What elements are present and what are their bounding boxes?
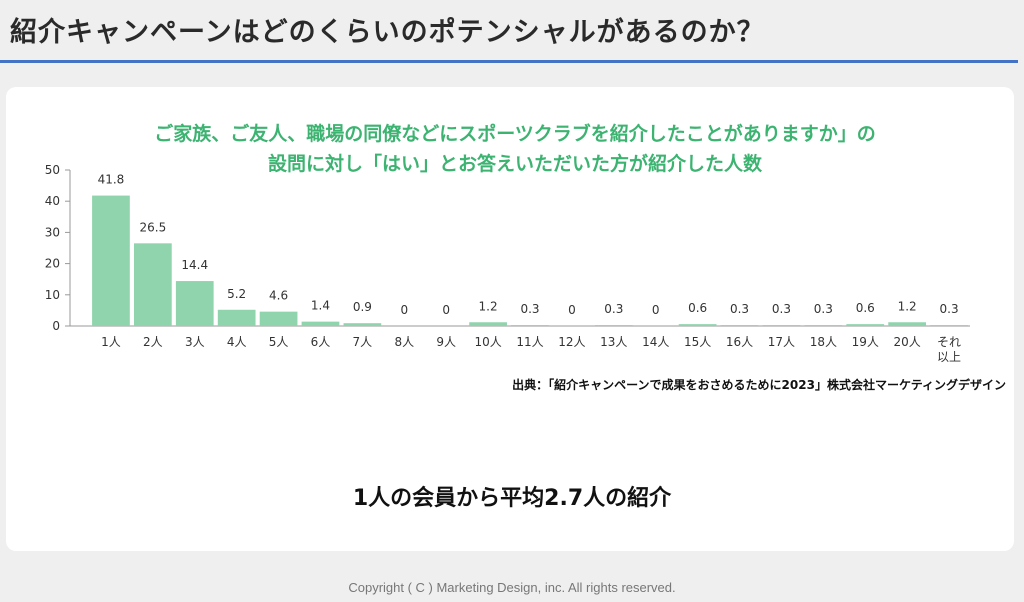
data-label: 0.6	[688, 301, 707, 315]
data-label: 0.3	[604, 302, 623, 316]
x-tick-label: 11人	[516, 335, 543, 349]
bar	[343, 323, 382, 326]
bar	[469, 322, 507, 326]
data-label: 0	[652, 303, 660, 317]
bar	[804, 325, 843, 326]
bar	[92, 195, 130, 326]
x-tick-label: 1人	[101, 335, 121, 349]
x-tick-label: 15人	[684, 335, 711, 349]
y-tick-label: 50	[45, 163, 60, 177]
y-tick-label: 0	[52, 319, 60, 333]
x-tick-label: 10人	[474, 335, 501, 349]
bar	[720, 325, 759, 326]
content-card	[6, 87, 1014, 551]
data-label: 0.3	[730, 302, 749, 316]
y-tick-label: 10	[45, 288, 60, 302]
data-label: 0.3	[814, 302, 833, 316]
x-tick-label: 5人	[269, 335, 289, 349]
x-tick-label: 12人	[558, 335, 585, 349]
bar	[217, 309, 256, 326]
chart-title-line-1: ご家族、ご友人、職場の同僚などにスポーツクラブを紹介したことがありますか」の	[154, 123, 876, 145]
x-tick-label: 17人	[768, 335, 795, 349]
data-label: 14.4	[181, 258, 208, 272]
data-label: 1.4	[311, 299, 330, 313]
data-label: 0	[400, 303, 408, 317]
y-tick-label: 40	[45, 194, 60, 208]
bar	[888, 322, 926, 326]
bar	[511, 325, 549, 326]
x-tick-label: 2人	[143, 335, 163, 349]
data-label: 1.2	[479, 299, 498, 313]
bar	[301, 321, 340, 326]
data-label: 0.3	[772, 302, 791, 316]
x-tick-label: 7人	[353, 335, 373, 349]
bar	[930, 325, 968, 326]
slide-title: 紹介キャンペーンはどのくらいのポテンシャルがあるのか？	[10, 17, 765, 48]
x-tick-label: 20人	[894, 335, 921, 349]
x-tick-label: 3人	[185, 335, 205, 349]
data-label: 0	[442, 303, 450, 317]
copyright-footer: Copyright ( C ) Marketing Design, inc. A…	[348, 580, 676, 595]
data-label: 1.2	[898, 299, 917, 313]
title-underline	[0, 60, 1018, 63]
y-tick-label: 20	[45, 257, 60, 271]
bar	[846, 324, 885, 326]
conclusion-text: 1人の会員から平均2.7人の紹介	[352, 486, 672, 511]
x-tick-label: 13人	[600, 335, 627, 349]
x-tick-label: 18人	[810, 335, 837, 349]
x-tick-label: 16人	[726, 335, 753, 349]
x-tick-label: 9人	[436, 335, 456, 349]
bar	[175, 281, 214, 326]
x-tick-label: それ以上	[937, 335, 961, 364]
chart-title-line-2: 設問に対し「はい」とお答えいただいた方が紹介した人数	[267, 153, 762, 175]
source-citation: 出典：「紹介キャンペーンで成果をおさめるために2023」株式会社マーケティングデ…	[512, 378, 1006, 392]
x-tick-label: 19人	[852, 335, 879, 349]
bar	[134, 243, 172, 326]
data-label: 0.3	[520, 302, 539, 316]
data-label: 41.8	[98, 173, 125, 187]
x-tick-label: 4人	[227, 335, 247, 349]
x-tick-label: 8人	[394, 335, 414, 349]
data-label: 5.2	[227, 287, 246, 301]
bar	[678, 324, 717, 326]
data-label: 0.6	[856, 301, 875, 315]
data-label: 0.3	[940, 302, 959, 316]
x-tick-label: 14人	[642, 335, 669, 349]
x-tick-label: 6人	[311, 335, 331, 349]
bar	[762, 325, 801, 326]
bar	[259, 311, 298, 326]
data-label: 0	[568, 303, 576, 317]
chart-title: ご家族、ご友人、職場の同僚などにスポーツクラブを紹介したことがありますか」の 設…	[60, 119, 970, 179]
y-tick-label: 30	[45, 225, 60, 239]
bar	[594, 325, 633, 326]
data-label: 4.6	[269, 289, 288, 303]
data-label: 0.9	[353, 300, 372, 314]
data-label: 26.5	[139, 220, 166, 234]
